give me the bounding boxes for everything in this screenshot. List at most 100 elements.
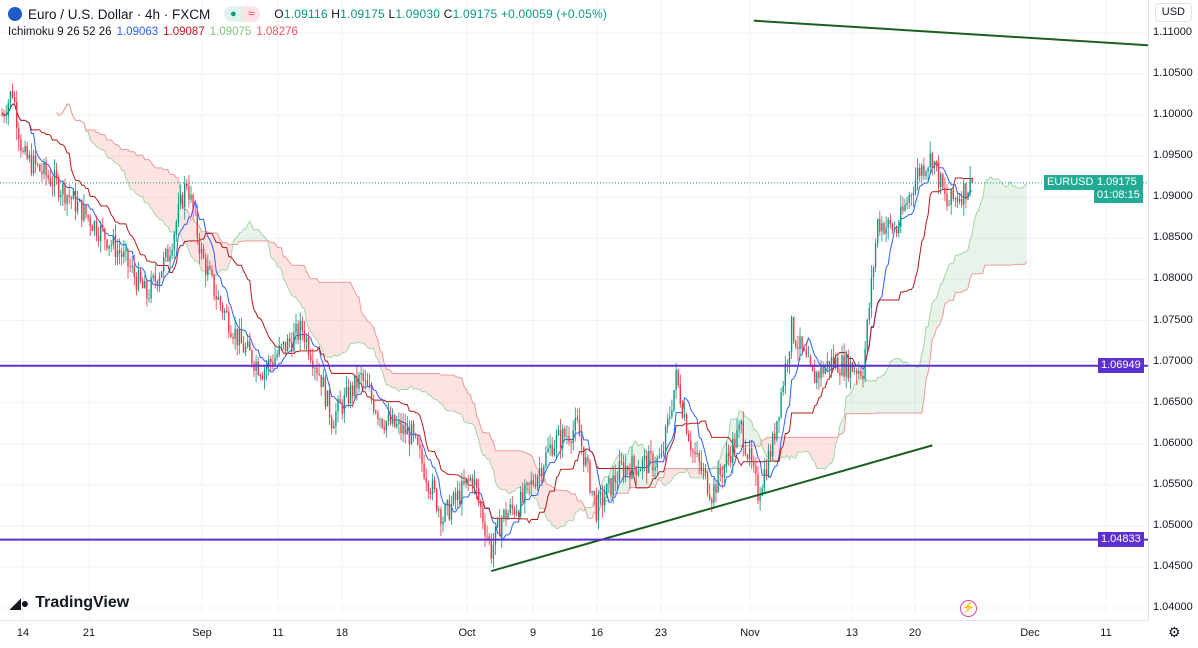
ichimoku-cloud-segment <box>279 247 282 269</box>
candle-body <box>146 281 148 299</box>
ichimoku-cloud-segment <box>394 373 397 390</box>
candle-body <box>681 404 684 418</box>
candle-body <box>444 505 446 522</box>
ichimoku-cloud-segment <box>109 139 112 159</box>
candle-body <box>410 423 413 445</box>
ichimoku-cloud-segment <box>720 449 723 469</box>
candle-body <box>32 155 35 174</box>
time-tick: 14 <box>16 627 30 639</box>
ichimoku-cloud-segment <box>875 376 878 413</box>
candle-body <box>532 480 534 485</box>
candle-body <box>814 371 816 383</box>
candle-body <box>782 386 784 393</box>
candle-body <box>284 341 287 352</box>
ichimoku-legend[interactable]: Ichimoku 9 26 52 26 1.09063 1.09087 1.09… <box>8 26 298 38</box>
ichimoku-cloud-segment <box>959 253 962 293</box>
candle-body <box>576 417 579 420</box>
settings-icon[interactable]: ⚙ <box>1168 624 1181 640</box>
candle-body <box>316 367 318 374</box>
price-tick: 1.10500 <box>1153 67 1193 80</box>
candle-body <box>423 463 425 479</box>
ichimoku-cloud-segment <box>965 249 968 291</box>
candle-body <box>885 227 887 234</box>
ichimoku-cloud-segment <box>224 242 227 271</box>
candle-body <box>881 223 883 232</box>
price-chart[interactable] <box>0 0 1148 620</box>
candle-body <box>299 320 301 340</box>
candle-body <box>324 377 327 407</box>
symbol-title[interactable]: Euro / U.S. Dollar · 4h · FXCM <box>28 6 211 22</box>
candle-body <box>499 519 501 537</box>
lightning-icon[interactable]: ⚡ <box>960 600 977 617</box>
currency-select[interactable]: USD <box>1154 3 1192 22</box>
time-axis[interactable]: ⚙ 14 21 Sep 11 18 Oct 9 16 23 Nov 13 20 Dec 11 <box>0 620 1181 648</box>
candle-body <box>501 518 503 537</box>
candle-body <box>944 187 946 194</box>
candle-body <box>692 450 694 452</box>
candle-body <box>305 337 308 343</box>
euro-flag-icon <box>8 7 22 21</box>
candle-body <box>253 363 255 371</box>
candle-body <box>43 162 45 174</box>
ichimoku-cloud-segment <box>896 358 899 413</box>
ichimoku-cloud-segment <box>955 255 958 293</box>
ichimoku-cloud-segment <box>669 468 672 483</box>
candle-body <box>904 204 906 211</box>
candle-body <box>383 427 385 431</box>
ichimoku-cloud-segment <box>921 345 924 413</box>
ichimoku-cloud-segment <box>1020 188 1023 265</box>
ichimoku-cloud-segment <box>212 232 215 276</box>
trend-line <box>753 19 1148 47</box>
ichimoku-cloud-segment <box>319 282 322 347</box>
candle-body <box>337 399 339 412</box>
candle-body <box>610 478 612 496</box>
candle-body <box>835 357 837 366</box>
candle-body <box>89 217 91 227</box>
ichimoku-cloud-segment <box>524 452 527 489</box>
candle-body <box>202 248 205 258</box>
ichimoku-cloud-segment <box>392 373 395 388</box>
price-axis[interactable]: 1.11000 1.10500 1.10000 1.09500 1.09000 1.085… <box>1148 0 1198 620</box>
ichimoku-cloud-segment <box>92 129 95 145</box>
time-tick: 18 <box>335 627 349 639</box>
ichimoku-cloud-segment <box>497 450 500 489</box>
candle-body <box>349 385 352 404</box>
ichimoku-cloud-segment <box>386 369 389 385</box>
time-tick: 23 <box>654 627 668 639</box>
candle-body <box>97 236 100 242</box>
ichimoku-cloud-segment <box>153 164 156 215</box>
candle-body <box>654 467 656 471</box>
ichimoku-cloud-segment <box>1003 185 1006 266</box>
candle-body <box>509 504 511 514</box>
ichimoku-cloud-segment <box>170 174 173 232</box>
tradingview-logo[interactable]: ◢● TradingView <box>10 594 130 611</box>
candle-body <box>175 222 177 234</box>
candle-body <box>629 470 631 479</box>
candle-body <box>55 170 58 178</box>
ichimoku-cloud-segment <box>999 180 1002 266</box>
candle-body <box>104 228 106 240</box>
market-open-icon[interactable]: ● <box>224 6 243 22</box>
ichimoku-cloud-segment <box>1005 186 1008 266</box>
candle-body <box>660 453 663 457</box>
ichimoku-cloud-segment <box>571 493 574 521</box>
candle-body <box>310 355 312 361</box>
candle-body <box>748 448 751 459</box>
ichimoku-cloud-segment <box>218 234 221 273</box>
ichimoku-cloud-segment <box>354 291 357 343</box>
candle-body <box>965 183 967 200</box>
candle-body <box>293 332 295 352</box>
candle-body <box>186 183 188 187</box>
ichimoku-cloud-segment <box>283 256 286 282</box>
candle-body <box>129 266 131 268</box>
candle-body <box>601 492 604 506</box>
ichimoku-cloud-segment <box>472 402 475 426</box>
candle-body <box>736 429 738 448</box>
ichimoku-cloud-segment <box>695 468 698 478</box>
delay-icon[interactable]: ≈ <box>242 6 261 22</box>
candle-body <box>929 153 931 168</box>
ichimoku-cloud-segment <box>907 362 910 413</box>
candle-body <box>352 385 354 396</box>
candle-body <box>7 102 9 116</box>
ichimoku-cloud-segment <box>640 444 643 488</box>
